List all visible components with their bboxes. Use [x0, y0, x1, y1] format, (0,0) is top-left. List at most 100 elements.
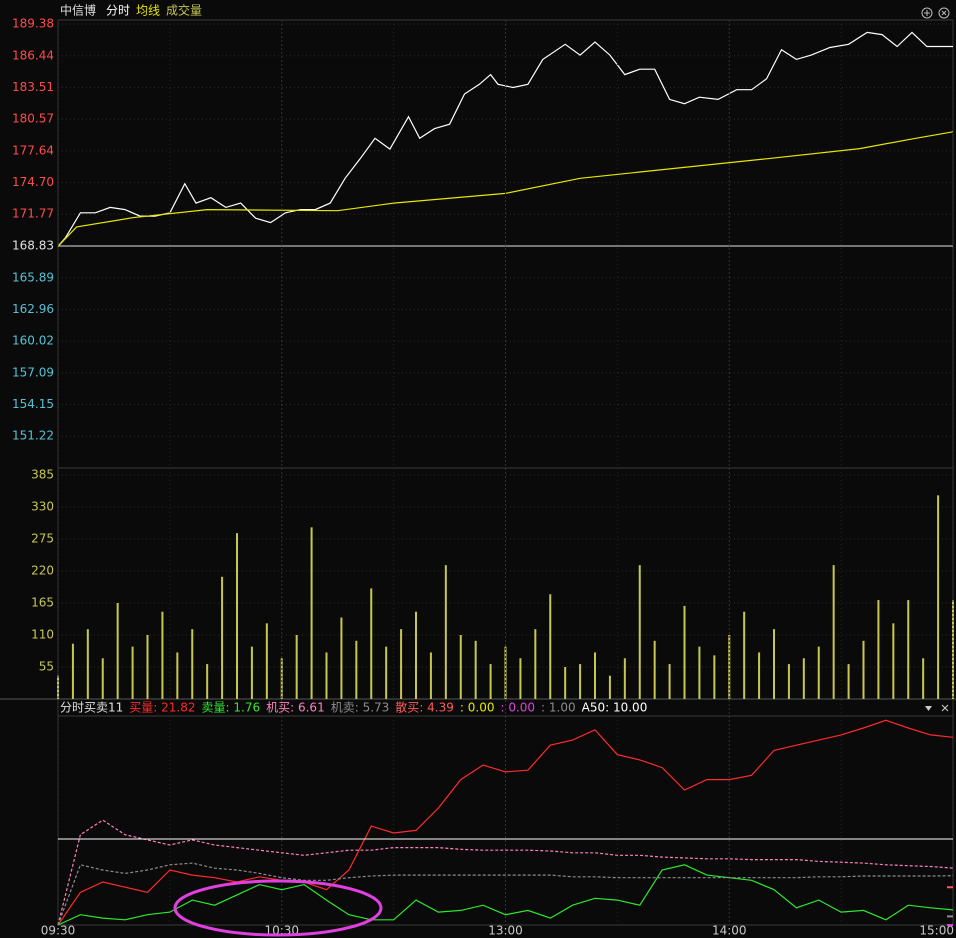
legend-separator: :: [500, 701, 508, 715]
volume-bar: [758, 652, 761, 699]
y-tick-label: 174.70: [12, 175, 54, 189]
y-tick-label: 154.15: [12, 397, 54, 411]
volume-bar: [832, 565, 835, 699]
volume-bar: [429, 652, 432, 699]
volume-bar: [191, 629, 194, 699]
volume-bar: [116, 602, 119, 699]
legend-value: 5.73: [363, 701, 390, 715]
volume-bar: [295, 634, 298, 699]
volume-bar: [579, 664, 582, 699]
y-tick-label: 157.09: [12, 365, 54, 379]
legend-value: 1.00: [549, 701, 576, 715]
volume-bar: [817, 646, 820, 699]
legend-name: 散买: [395, 700, 419, 715]
volume-bar: [146, 634, 149, 699]
volume-bar: [265, 623, 268, 699]
y-tick-label: 165.89: [12, 270, 54, 284]
volume-bar: [131, 646, 134, 699]
volume-bar: [802, 658, 805, 699]
volume-bar: [594, 652, 596, 699]
legend-separator: :: [355, 701, 363, 715]
y-tick-label: 186.44: [12, 48, 54, 62]
y-tick-label: 180.57: [12, 112, 54, 126]
volume-bar: [355, 640, 358, 699]
series-line: [57, 819, 954, 926]
icon-add[interactable]: [921, 7, 933, 19]
volume-bar: [922, 658, 925, 699]
volume-bar: [221, 576, 224, 699]
volume-bar: [250, 646, 253, 699]
legend-name: 机买: [266, 701, 290, 715]
volume-bar: [623, 658, 626, 699]
header-icons[interactable]: [921, 7, 950, 19]
volume-bar: [728, 634, 731, 699]
y-tick-label: 385: [31, 467, 54, 481]
y-tick-label: 162.96: [12, 302, 54, 316]
y-tick-label: 220: [31, 563, 54, 577]
x-tick-label: 15:00: [919, 924, 954, 938]
y-tick-label: 110: [31, 627, 54, 641]
legend-value: 21.82: [161, 701, 195, 715]
volume-bar: [206, 664, 209, 699]
y-tick-label: 160.02: [12, 334, 54, 348]
volume-bar: [638, 565, 641, 699]
legend-value: 10.00: [613, 701, 647, 715]
volume-bar: [683, 605, 686, 699]
close-icon[interactable]: [941, 704, 949, 712]
volume-bar: [236, 533, 238, 699]
legend-separator: :: [419, 701, 427, 715]
volume-bar: [877, 600, 880, 699]
y-tick-label: 171.77: [12, 207, 54, 221]
volume-bar: [400, 629, 403, 699]
legend-value: 6.61: [298, 701, 325, 715]
icon-add-glyph: [924, 10, 930, 16]
legend-separator: :: [460, 701, 468, 715]
legend-separator: :: [605, 701, 613, 715]
chart-layer: 189.38 186.44 183.51 180.57 177.64 174.70 171.…: [12, 3, 954, 938]
legend-separator: :: [290, 701, 298, 715]
series-line: [57, 31, 953, 247]
y-tick-label: 183.51: [12, 80, 54, 94]
legend-item: 成交量: [166, 3, 202, 18]
volume-bar: [608, 675, 611, 699]
volume-bar: [698, 646, 701, 699]
legend-value: 1.76: [233, 701, 260, 715]
volume-bar: [444, 565, 447, 699]
volume-bar: [907, 600, 910, 699]
volume-bar: [57, 675, 59, 699]
volume-bar: [385, 646, 388, 699]
legend-value: 4.39: [427, 701, 454, 715]
volume-bar: [534, 629, 537, 699]
volume-bar: [519, 658, 522, 699]
legend-item: 分时: [106, 4, 130, 18]
volume-bar: [370, 588, 373, 699]
volume-bar: [86, 629, 89, 699]
y-tick-label: 165: [31, 595, 54, 609]
y-tick-label: 55: [39, 659, 54, 673]
legend-separator: :: [541, 701, 549, 715]
volume-bar: [892, 623, 895, 699]
legend-separator: :: [153, 701, 161, 715]
indicator-title: 分时买卖11: [60, 701, 123, 715]
volume-bar: [653, 640, 656, 699]
volume-bar: [474, 640, 477, 699]
y-tick-label: 275: [31, 531, 54, 545]
legend-value: 0.00: [468, 701, 495, 715]
icon-close[interactable]: [938, 7, 950, 19]
volume-bar: [325, 652, 328, 699]
x-tick-label: 09:30: [41, 924, 76, 938]
volume-bar: [937, 495, 940, 699]
y-tick-label: 151.22: [12, 429, 54, 443]
x-tick-label: 13:00: [488, 924, 523, 938]
volume-bar: [773, 629, 775, 699]
dropdown-icon[interactable]: [925, 706, 932, 711]
y-tick-label: 177.64: [12, 143, 54, 157]
legend-item: 均线: [136, 4, 160, 18]
volume-bar: [101, 658, 104, 699]
icon-close-glyph: [941, 10, 947, 16]
legend-separator: :: [226, 701, 234, 715]
highlight-ellipse: [173, 879, 383, 937]
volume-bar: [340, 617, 343, 699]
